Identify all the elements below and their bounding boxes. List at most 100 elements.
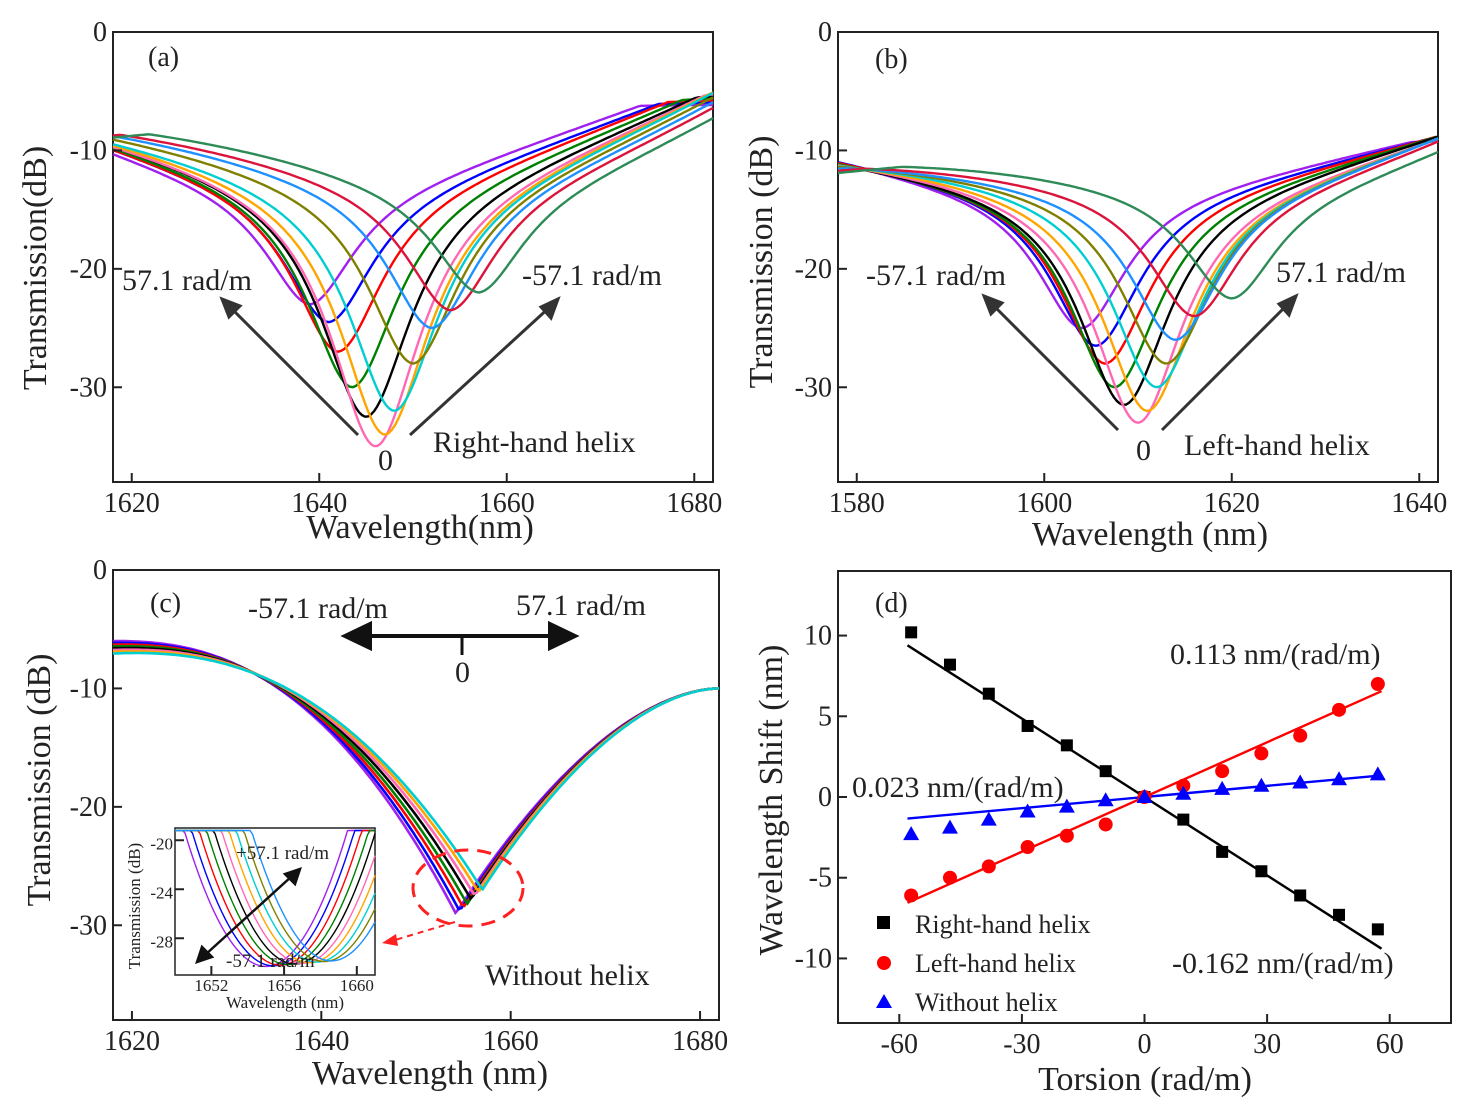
data-point-circle <box>1098 817 1113 832</box>
y-tick-label: 5 <box>818 701 832 732</box>
data-point-circle <box>1370 677 1385 691</box>
data-point-circle <box>904 888 919 903</box>
y-tick-label: -10 <box>70 673 107 704</box>
panel-c-frame <box>112 569 720 1021</box>
y-tick-label: -30 <box>70 372 107 403</box>
panel-b: 1580 1600 1620 1640 0 -10 -20 -30 (b) Wavelengt… <box>743 17 1447 553</box>
data-point-circle <box>942 870 957 885</box>
data-point-circle <box>1020 840 1035 855</box>
y-tick-label: -30 <box>795 372 832 403</box>
x-tick-label: 0 <box>1138 1029 1152 1060</box>
panel-b-ann-right: 57.1 rad/m <box>1276 256 1406 289</box>
panel-c-inset: 1652 1656 1660-20-24-28 Transmission (dB) … <box>125 827 376 1012</box>
y-tick-label: -5 <box>809 863 832 894</box>
data-point-square <box>1371 923 1384 936</box>
legend-marker-triangle <box>876 994 892 1008</box>
panel-a-label: (a) <box>148 42 179 73</box>
x-tick-label: 1660 <box>483 1026 539 1057</box>
data-point-square <box>1294 889 1307 902</box>
y-tick-label: -10 <box>795 135 832 166</box>
y-tick-label: -30 <box>70 910 107 941</box>
data-point-circle <box>1332 702 1347 717</box>
y-tick-label: -20 <box>795 254 832 285</box>
transmission-curve <box>112 99 714 353</box>
y-tick-label: -10 <box>795 943 832 974</box>
x-tick-label: 1660 <box>340 976 374 995</box>
panel-c-ann-zero: 0 <box>455 656 470 689</box>
panel-d-ticks: -60 -30 0 30 60 10 5 0 -5 -10 <box>795 621 1404 1060</box>
x-tick-label: 1680 <box>666 488 722 519</box>
data-point-circle <box>1176 778 1191 793</box>
x-tick-label: -30 <box>1003 1029 1040 1060</box>
inset-curve <box>175 829 376 962</box>
data-point-circle <box>1215 764 1230 779</box>
data-point-triangle <box>1019 803 1036 818</box>
panel-b-ann-zero: 0 <box>1136 434 1151 467</box>
data-point-triangle <box>1369 766 1386 781</box>
data-point-square <box>1255 865 1268 878</box>
panel-b-ann-left: -57.1 rad/m <box>866 259 1006 292</box>
panel-b-label: (b) <box>875 44 908 75</box>
panel-c-arrows <box>340 620 580 655</box>
panel-a-xlabel: Wavelength(nm) <box>306 509 534 546</box>
inset-ann-top: +57.1 rad/m <box>236 843 329 864</box>
panel-a-ylabel: Transmission(dB) <box>17 146 54 390</box>
data-point-square <box>1177 813 1190 826</box>
data-point-square <box>982 687 995 700</box>
panel-b-arrows <box>981 293 1299 432</box>
transmission-curve <box>837 140 1439 318</box>
panel-d-fit-label-left: 0.113 nm/(rad/m) <box>1170 638 1381 671</box>
y-tick-label: -20 <box>70 254 107 285</box>
data-point-circle <box>981 859 996 874</box>
transmission-curve <box>837 150 1439 300</box>
panel-a-ann-zero: 0 <box>378 444 393 477</box>
x-tick-label: 1640 <box>293 1026 349 1057</box>
x-tick-label: 1640 <box>1391 488 1447 519</box>
legend-label-right-hand: Right-hand helix <box>915 910 1090 939</box>
data-point-square <box>1216 845 1229 858</box>
panel-d-fit-label-none: 0.023 nm/(rad/m) <box>852 771 1064 804</box>
panel-c-ylabel: Transmission (dB) <box>21 654 58 907</box>
x-tick-label: 1660 <box>479 488 535 519</box>
transmission-curve <box>112 651 720 892</box>
panel-c-ann-corner: Without helix <box>485 959 650 992</box>
legend-marker-circle <box>877 956 891 970</box>
x-tick-label: 60 <box>1376 1029 1404 1060</box>
y-tick-label: -24 <box>150 883 173 902</box>
data-point-triangle <box>1175 785 1192 800</box>
x-tick-label: 1580 <box>829 488 885 519</box>
data-point-circle <box>1059 828 1074 843</box>
data-point-square <box>905 626 918 639</box>
data-point-square <box>1021 719 1034 732</box>
panel-a-ticks: 1620 1640 1660 1680 0 -10 -20 -30 <box>70 17 723 519</box>
panel-d-xlabel: Torsion (rad/m) <box>1038 1061 1252 1098</box>
panel-c-xlabel: Wavelength (nm) <box>312 1055 548 1092</box>
inset-curves <box>175 829 376 968</box>
x-tick-label: 1620 <box>104 488 160 519</box>
panel-d-points <box>903 626 1386 936</box>
data-point-triangle <box>1253 777 1270 792</box>
data-point-triangle <box>1331 771 1348 786</box>
panel-b-frame <box>837 31 1439 483</box>
data-point-triangle <box>1214 780 1231 795</box>
data-point-circle <box>1254 746 1269 761</box>
transmission-curve <box>837 137 1439 425</box>
inset-ylabel: Transmission (dB) <box>125 843 144 969</box>
transmission-curve <box>837 137 1439 341</box>
legend-label-left-hand: Left-hand helix <box>915 949 1076 978</box>
transmission-curve <box>112 101 714 330</box>
transmission-curve <box>837 140 1439 330</box>
transmission-curve <box>112 91 714 436</box>
panel-b-xlabel: Wavelength (nm) <box>1032 516 1268 553</box>
legend-marker-square <box>877 916 890 929</box>
data-point-circle <box>1293 728 1308 743</box>
data-point-triangle <box>941 819 958 834</box>
y-tick-label: -20 <box>150 834 173 853</box>
panel-d-label: (d) <box>875 588 908 619</box>
panel-a: 1620 1640 1660 1680 0 -10 -20 -30 (a) Wavelengt… <box>17 17 722 546</box>
transmission-curve <box>112 106 714 312</box>
panel-d: -60 -30 0 30 60 10 5 0 -5 -10 (d) Torsion (rad/m)… <box>753 570 1452 1098</box>
panel-a-ann-left: 57.1 rad/m <box>122 264 252 297</box>
transmission-curve <box>112 103 714 306</box>
